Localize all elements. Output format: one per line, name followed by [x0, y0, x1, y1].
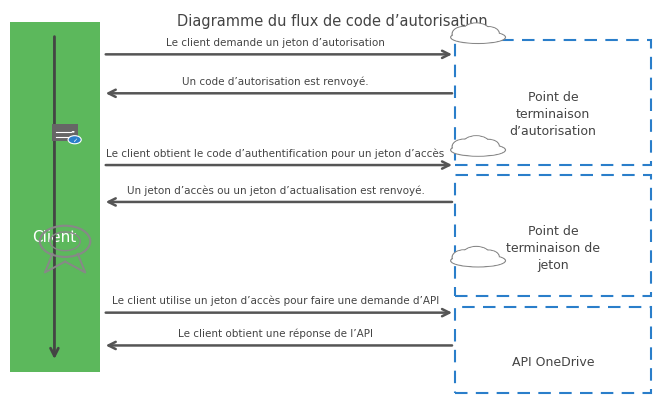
Ellipse shape: [451, 255, 505, 267]
Text: Point de
terminaison
d’autorisation: Point de terminaison d’autorisation: [510, 91, 596, 138]
Ellipse shape: [451, 144, 505, 157]
Circle shape: [477, 27, 499, 41]
Circle shape: [452, 140, 476, 155]
Circle shape: [478, 141, 499, 153]
Circle shape: [72, 132, 74, 133]
Ellipse shape: [451, 32, 505, 44]
Text: API OneDrive: API OneDrive: [512, 355, 594, 369]
Bar: [455, 176, 651, 297]
Text: Le client utilise un jeton d’accès pour faire une demande d’API: Le client utilise un jeton d’accès pour …: [112, 295, 439, 306]
Circle shape: [452, 27, 476, 42]
Bar: [52, 125, 78, 142]
Text: Point de
terminaison de
jeton: Point de terminaison de jeton: [506, 224, 600, 271]
Circle shape: [463, 25, 489, 40]
Circle shape: [463, 137, 489, 153]
Ellipse shape: [452, 255, 505, 267]
Circle shape: [478, 28, 499, 40]
Circle shape: [462, 137, 490, 153]
Circle shape: [462, 247, 490, 264]
Circle shape: [453, 28, 475, 42]
Text: Un jeton d’accès ou un jeton d’actualisation est renvoyé.: Un jeton d’accès ou un jeton d’actualisa…: [127, 184, 424, 195]
Ellipse shape: [452, 32, 505, 44]
Text: Diagramme du flux de code d’autorisation: Diagramme du flux de code d’autorisation: [177, 14, 487, 29]
Bar: [455, 41, 651, 166]
Circle shape: [453, 251, 475, 265]
Circle shape: [478, 251, 499, 263]
Circle shape: [453, 140, 475, 154]
Bar: [10, 22, 100, 372]
Ellipse shape: [452, 145, 505, 156]
Text: Un code d’autorisation est renvoyé.: Un code d’autorisation est renvoyé.: [182, 76, 369, 87]
Text: Le client obtient le code d’authentification pour un jeton d’accès: Le client obtient le code d’authentifica…: [106, 148, 445, 158]
Circle shape: [462, 24, 490, 41]
Text: Le client obtient une réponse de l’API: Le client obtient une réponse de l’API: [178, 328, 373, 338]
Circle shape: [68, 136, 81, 144]
Circle shape: [463, 247, 489, 263]
Circle shape: [477, 250, 499, 264]
Text: Le client demande un jeton d’autorisation: Le client demande un jeton d’autorisatio…: [166, 38, 385, 48]
Text: ✓: ✓: [72, 138, 77, 143]
Circle shape: [452, 250, 476, 265]
Text: Client: Client: [33, 230, 76, 245]
Bar: [455, 307, 651, 393]
Circle shape: [477, 140, 499, 153]
Circle shape: [72, 137, 74, 138]
